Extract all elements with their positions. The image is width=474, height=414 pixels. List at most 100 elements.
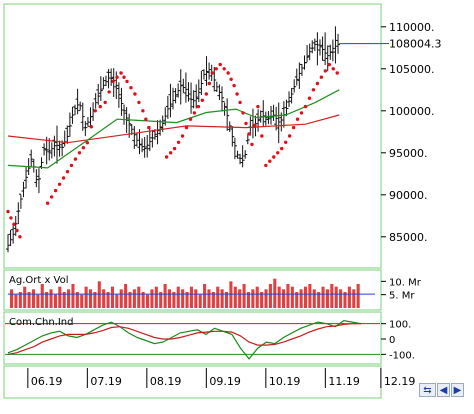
volume-panel-label: Ag.Ort x Vol (9, 275, 69, 286)
price-y-tick-label: 105000. (389, 63, 435, 76)
time-axis-tick-label: 10.19 (269, 375, 301, 388)
volume-bar (238, 289, 242, 308)
sar-dot (172, 146, 177, 151)
sar-dot (315, 81, 320, 86)
sar-dot (229, 77, 233, 82)
time-axis-tick-label: 06.19 (31, 375, 63, 388)
volume-bar (198, 294, 202, 308)
sar-dot (303, 104, 308, 109)
volume-bar (282, 289, 286, 308)
volume-bar (102, 289, 106, 308)
sar-dot (85, 141, 90, 145)
sar-dot (107, 90, 111, 94)
volume-bar (110, 286, 114, 308)
volume-bar (71, 284, 75, 308)
sar-dot (98, 104, 102, 109)
price-y-tick-label: 90000. (389, 189, 428, 202)
sar-dot (244, 121, 248, 126)
sar-dot (12, 222, 16, 226)
oscillator-panel (3, 311, 382, 365)
sar-dot (272, 155, 276, 159)
volume-bar (308, 284, 312, 308)
volume-bar (150, 289, 154, 308)
volume-bar (343, 292, 347, 308)
sar-dot (176, 140, 181, 144)
volume-bar (299, 289, 303, 308)
sar-dot (238, 100, 242, 105)
sar-dot (144, 117, 148, 121)
oscillator-y-tick-label: 0 (389, 335, 395, 346)
sar-dot (323, 69, 328, 73)
volume-bar (268, 284, 272, 308)
volume-bar (220, 289, 224, 308)
sar-dot (214, 67, 218, 71)
time-axis-tick-label: 11.19 (328, 375, 360, 388)
volume-bar (167, 289, 172, 308)
volume-bar (23, 286, 27, 308)
sar-dot (283, 140, 288, 144)
volume-bar (325, 289, 329, 308)
volume-bar (229, 281, 233, 308)
volume-bar (330, 284, 334, 308)
volume-bar (352, 289, 356, 308)
sar-dot (69, 163, 74, 168)
sar-dot (122, 75, 126, 79)
volume-bar (334, 286, 338, 308)
sar-dot (137, 100, 141, 105)
sar-dot (295, 117, 300, 121)
volume-bar (27, 292, 31, 308)
volume-bar (88, 289, 93, 308)
volume-bar (146, 294, 150, 308)
volume-bar (75, 292, 79, 308)
sar-dot (268, 159, 272, 163)
volume-bar (18, 292, 22, 308)
volume-bar (181, 289, 185, 308)
sar-dot (103, 100, 107, 105)
sar-dot (299, 111, 304, 115)
volume-bar (317, 292, 321, 308)
sar-dot (260, 134, 264, 138)
sync-icon[interactable]: ⇆ (419, 383, 436, 397)
volume-bar (246, 292, 251, 308)
volume-bar (185, 292, 189, 308)
volume-bar (163, 284, 167, 308)
price-y-tick-label: 85000. (389, 231, 428, 244)
sar-dot (200, 98, 205, 103)
sar-dot (129, 86, 133, 90)
sar-dot (111, 79, 115, 84)
time-axis-panel (3, 365, 382, 399)
volume-bar (216, 286, 220, 308)
sar-dot (250, 142, 254, 147)
sar-dot (18, 235, 22, 239)
volume-bar (224, 292, 229, 308)
sar-dot (115, 75, 119, 79)
sar-dot (168, 151, 173, 155)
volume-bar (356, 284, 360, 308)
volume-bar (159, 292, 163, 308)
volume-bar (242, 284, 246, 308)
scroll-right-button[interactable]: ▶ (451, 383, 464, 397)
sar-dot (291, 125, 296, 130)
sar-dot (196, 104, 201, 109)
volume-bar (321, 286, 325, 308)
sar-dot (184, 125, 189, 130)
sar-dot (247, 132, 251, 136)
sar-dot (9, 216, 13, 220)
sar-dot (45, 201, 50, 205)
volume-bar (119, 289, 123, 308)
sar-dot (276, 151, 280, 155)
time-axis-tick-label: 12.19 (384, 375, 416, 388)
sar-dot (210, 71, 214, 75)
volume-bar (124, 284, 128, 308)
oscillator-panel-label: Com.Chn.Ind (9, 317, 74, 328)
sar-dot (57, 182, 62, 186)
volume-bar (207, 289, 211, 308)
scroll-left-button[interactable]: ◀ (437, 383, 450, 397)
volume-bar (176, 286, 180, 308)
volume-y-tick-label: 10. Mr (389, 277, 422, 288)
sar-dot (15, 228, 19, 233)
volume-bar (93, 292, 97, 308)
volume-bar (264, 289, 268, 308)
volume-bar (273, 278, 277, 308)
sar-dot (280, 146, 284, 151)
